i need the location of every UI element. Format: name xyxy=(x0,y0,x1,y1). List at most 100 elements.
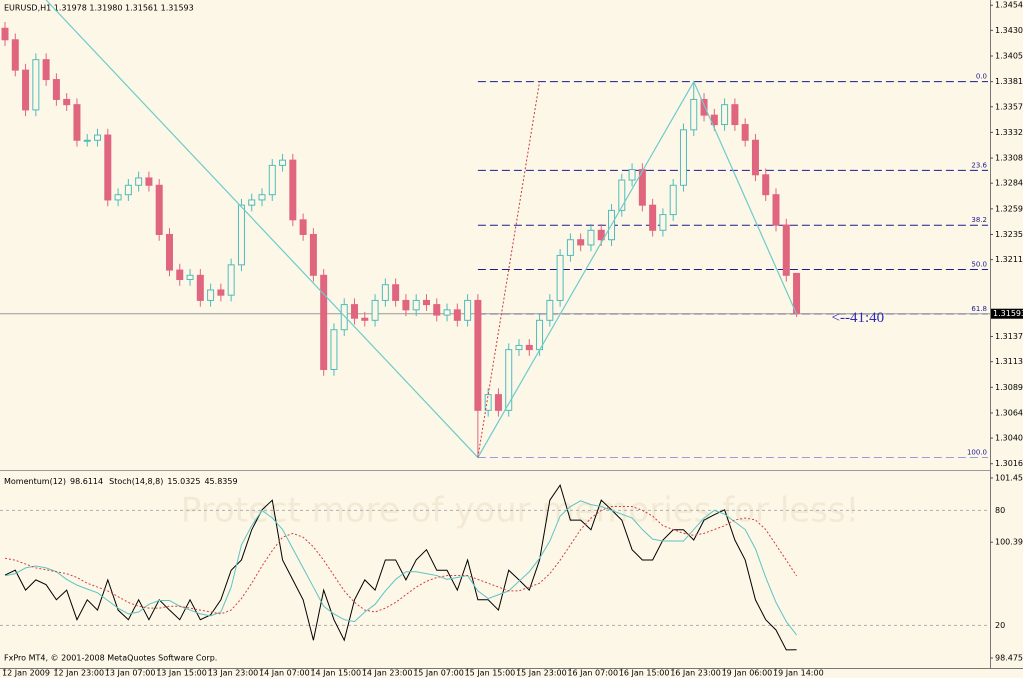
candles xyxy=(1,21,801,458)
candle-body xyxy=(618,179,626,211)
candle-body xyxy=(258,194,266,201)
y2-tick-label: 101.458 xyxy=(995,473,1023,482)
candle-body xyxy=(474,299,482,411)
fib-label: 61.8 xyxy=(971,305,987,313)
x-tick-label: 16 Jan 07:00 xyxy=(567,669,618,678)
chart-title: EURUSD,H1 1.31978 1.31980 1.31561 1.3159… xyxy=(4,4,194,13)
x-tick-label: 19 Jan 06:00 xyxy=(722,669,773,678)
candle-body xyxy=(782,224,790,276)
candle-body xyxy=(42,59,50,81)
candle-body xyxy=(669,184,677,216)
candle-body xyxy=(207,289,215,301)
fib-label: 0.0 xyxy=(976,73,987,81)
candle-body xyxy=(94,134,102,141)
y-tick-label: 20 xyxy=(995,621,1005,630)
candle-body xyxy=(546,299,554,321)
y-tick-label: 1.30890 xyxy=(995,383,1023,392)
candle-body xyxy=(731,104,739,126)
candle-body xyxy=(679,129,687,186)
x-tick-label: 14 Jan 15:00 xyxy=(310,669,361,678)
candle-body xyxy=(772,194,780,226)
x-tick-label: 12 Jan 23:00 xyxy=(53,669,104,678)
indicator-name: Momentum(12) xyxy=(4,477,66,486)
candle-body xyxy=(73,104,81,141)
x-tick-label: 13 Jan 23:00 xyxy=(208,669,259,678)
y-tick-label: 1.32110 xyxy=(995,255,1023,264)
candle-body xyxy=(741,124,749,141)
candle-body xyxy=(83,139,91,142)
y-tick-label: 1.32595 xyxy=(995,204,1023,213)
candle-body xyxy=(412,299,420,311)
footer: FxPro MT4, © 2001-2008 MetaQuotes Softwa… xyxy=(4,654,217,663)
candle-body xyxy=(494,394,502,411)
candle-body xyxy=(649,204,657,231)
candle-body xyxy=(402,299,410,311)
candle-body xyxy=(330,329,338,371)
candle-body xyxy=(248,199,256,206)
candle-body xyxy=(710,114,718,126)
candle-body xyxy=(453,309,461,321)
y-tick-label: 1.33080 xyxy=(995,154,1023,163)
candle-body xyxy=(361,317,369,321)
candle-body xyxy=(227,264,235,296)
y-tick-label: 1.33325 xyxy=(995,128,1023,137)
x-tick-label: 14 Jan 07:00 xyxy=(259,669,310,678)
y-tick-label: 1.33570 xyxy=(995,102,1023,111)
candle-body xyxy=(320,274,328,371)
candle-body xyxy=(505,349,513,411)
fib-label: 38.2 xyxy=(971,216,987,224)
candle-body xyxy=(52,79,60,100)
fib-label: 100.0 xyxy=(967,448,987,456)
candle-body xyxy=(114,194,122,201)
y-tick-label: 1.30645 xyxy=(995,408,1023,417)
indicator-title: Momentum(12) 98.6114 Stoch(14,8,8) 15.0325 4… xyxy=(4,477,238,486)
candle-body xyxy=(1,27,9,41)
y-tick-label: 1.34055 xyxy=(995,52,1023,61)
candle-body xyxy=(392,284,400,301)
y-tick-label: 1.30405 xyxy=(995,434,1023,443)
candle-body xyxy=(628,169,636,181)
candle-body xyxy=(309,233,317,276)
x-tick-label: 16 Jan 15:00 xyxy=(619,669,670,678)
candle-body xyxy=(22,69,30,111)
candle-body xyxy=(762,174,770,196)
x-tick-label: 16 Jan 23:00 xyxy=(670,669,721,678)
x-tick-label: 14 Jan 23:00 xyxy=(362,669,413,678)
indicator-name: Stoch(14,8,8) xyxy=(109,477,163,486)
fib-label: 50.0 xyxy=(971,261,987,269)
candle-body xyxy=(351,304,359,319)
indicator-line xyxy=(4,483,797,651)
trend-line xyxy=(477,81,541,458)
candle-body xyxy=(556,254,564,301)
candle-body xyxy=(587,229,595,246)
countdown-annotation: <--41:40 xyxy=(832,310,885,326)
candle-body xyxy=(340,304,348,331)
candle-body xyxy=(577,239,585,246)
candle-body xyxy=(196,274,204,301)
candle-body xyxy=(32,59,40,111)
y-tick-label: 1.31135 xyxy=(995,357,1023,366)
y-tick-label: 1.34300 xyxy=(995,26,1023,35)
y-tick-label: 1.31375 xyxy=(995,332,1023,341)
candle-body xyxy=(464,299,472,321)
candle-body xyxy=(268,164,276,196)
candle-body xyxy=(237,204,245,266)
candle-body xyxy=(443,309,451,316)
candle-body xyxy=(525,344,533,351)
candle-body xyxy=(135,177,143,186)
fib-label: 23.6 xyxy=(971,161,987,169)
indicator-line xyxy=(4,500,797,636)
candle-body xyxy=(484,394,492,411)
candle-body xyxy=(721,104,729,126)
candle-body xyxy=(176,269,184,280)
candle-body xyxy=(155,184,163,235)
candle-body xyxy=(217,289,225,296)
candle-body xyxy=(165,233,173,271)
candle-body xyxy=(638,169,646,206)
candle-body xyxy=(279,159,287,166)
x-tick-label: 15 Jan 23:00 xyxy=(516,669,567,678)
x-tick-label: 15 Jan 15:00 xyxy=(465,669,516,678)
